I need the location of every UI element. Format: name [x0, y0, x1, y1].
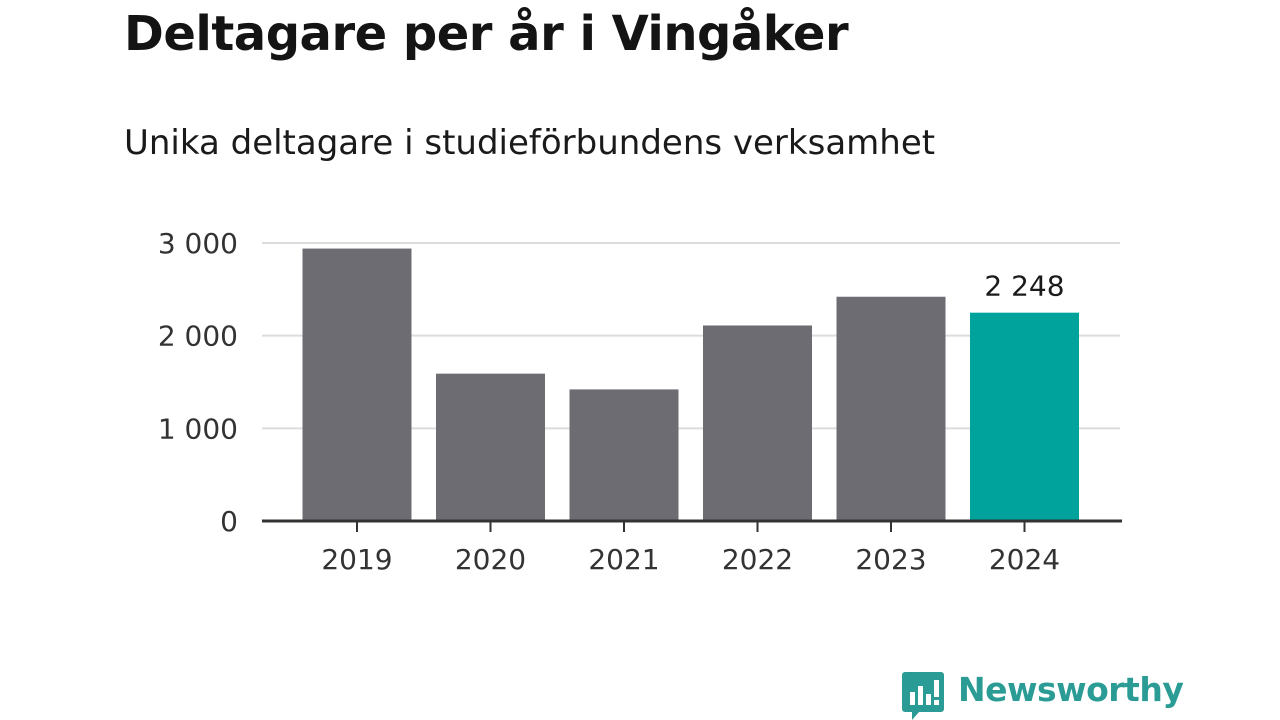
x-tick-label: 2021 [588, 543, 659, 576]
x-tick-label: 2023 [855, 543, 926, 576]
x-tick-label: 2022 [722, 543, 793, 576]
bar [436, 373, 545, 521]
bar [302, 248, 412, 521]
newsworthy-logo: Newsworthy [902, 670, 1184, 720]
bar [970, 312, 1079, 521]
y-tick-label: 1 000 [158, 412, 238, 445]
bar [569, 389, 679, 521]
y-tick-label: 2 000 [158, 320, 238, 353]
data-label: 2 248 [984, 270, 1064, 303]
bar-chart: 0 1 000 2 000 3 000 2019 2020 2021 2022 2023 2024… [158, 227, 1122, 576]
y-tick-label: 3 000 [158, 227, 238, 260]
x-tick-label: 2020 [455, 543, 526, 576]
chart-title: Deltagare per år i Vingåker [124, 6, 849, 62]
bar [836, 296, 946, 521]
x-tick-label: 2019 [321, 543, 392, 576]
y-tick-label: 0 [220, 505, 238, 538]
chart-subtitle: Unika deltagare i studieförbundens verks… [124, 123, 936, 163]
newsworthy-logo-text: Newsworthy [958, 670, 1184, 709]
x-tick-label: 2024 [989, 543, 1060, 576]
newsworthy-logo-icon [902, 672, 944, 720]
bar [703, 325, 812, 521]
